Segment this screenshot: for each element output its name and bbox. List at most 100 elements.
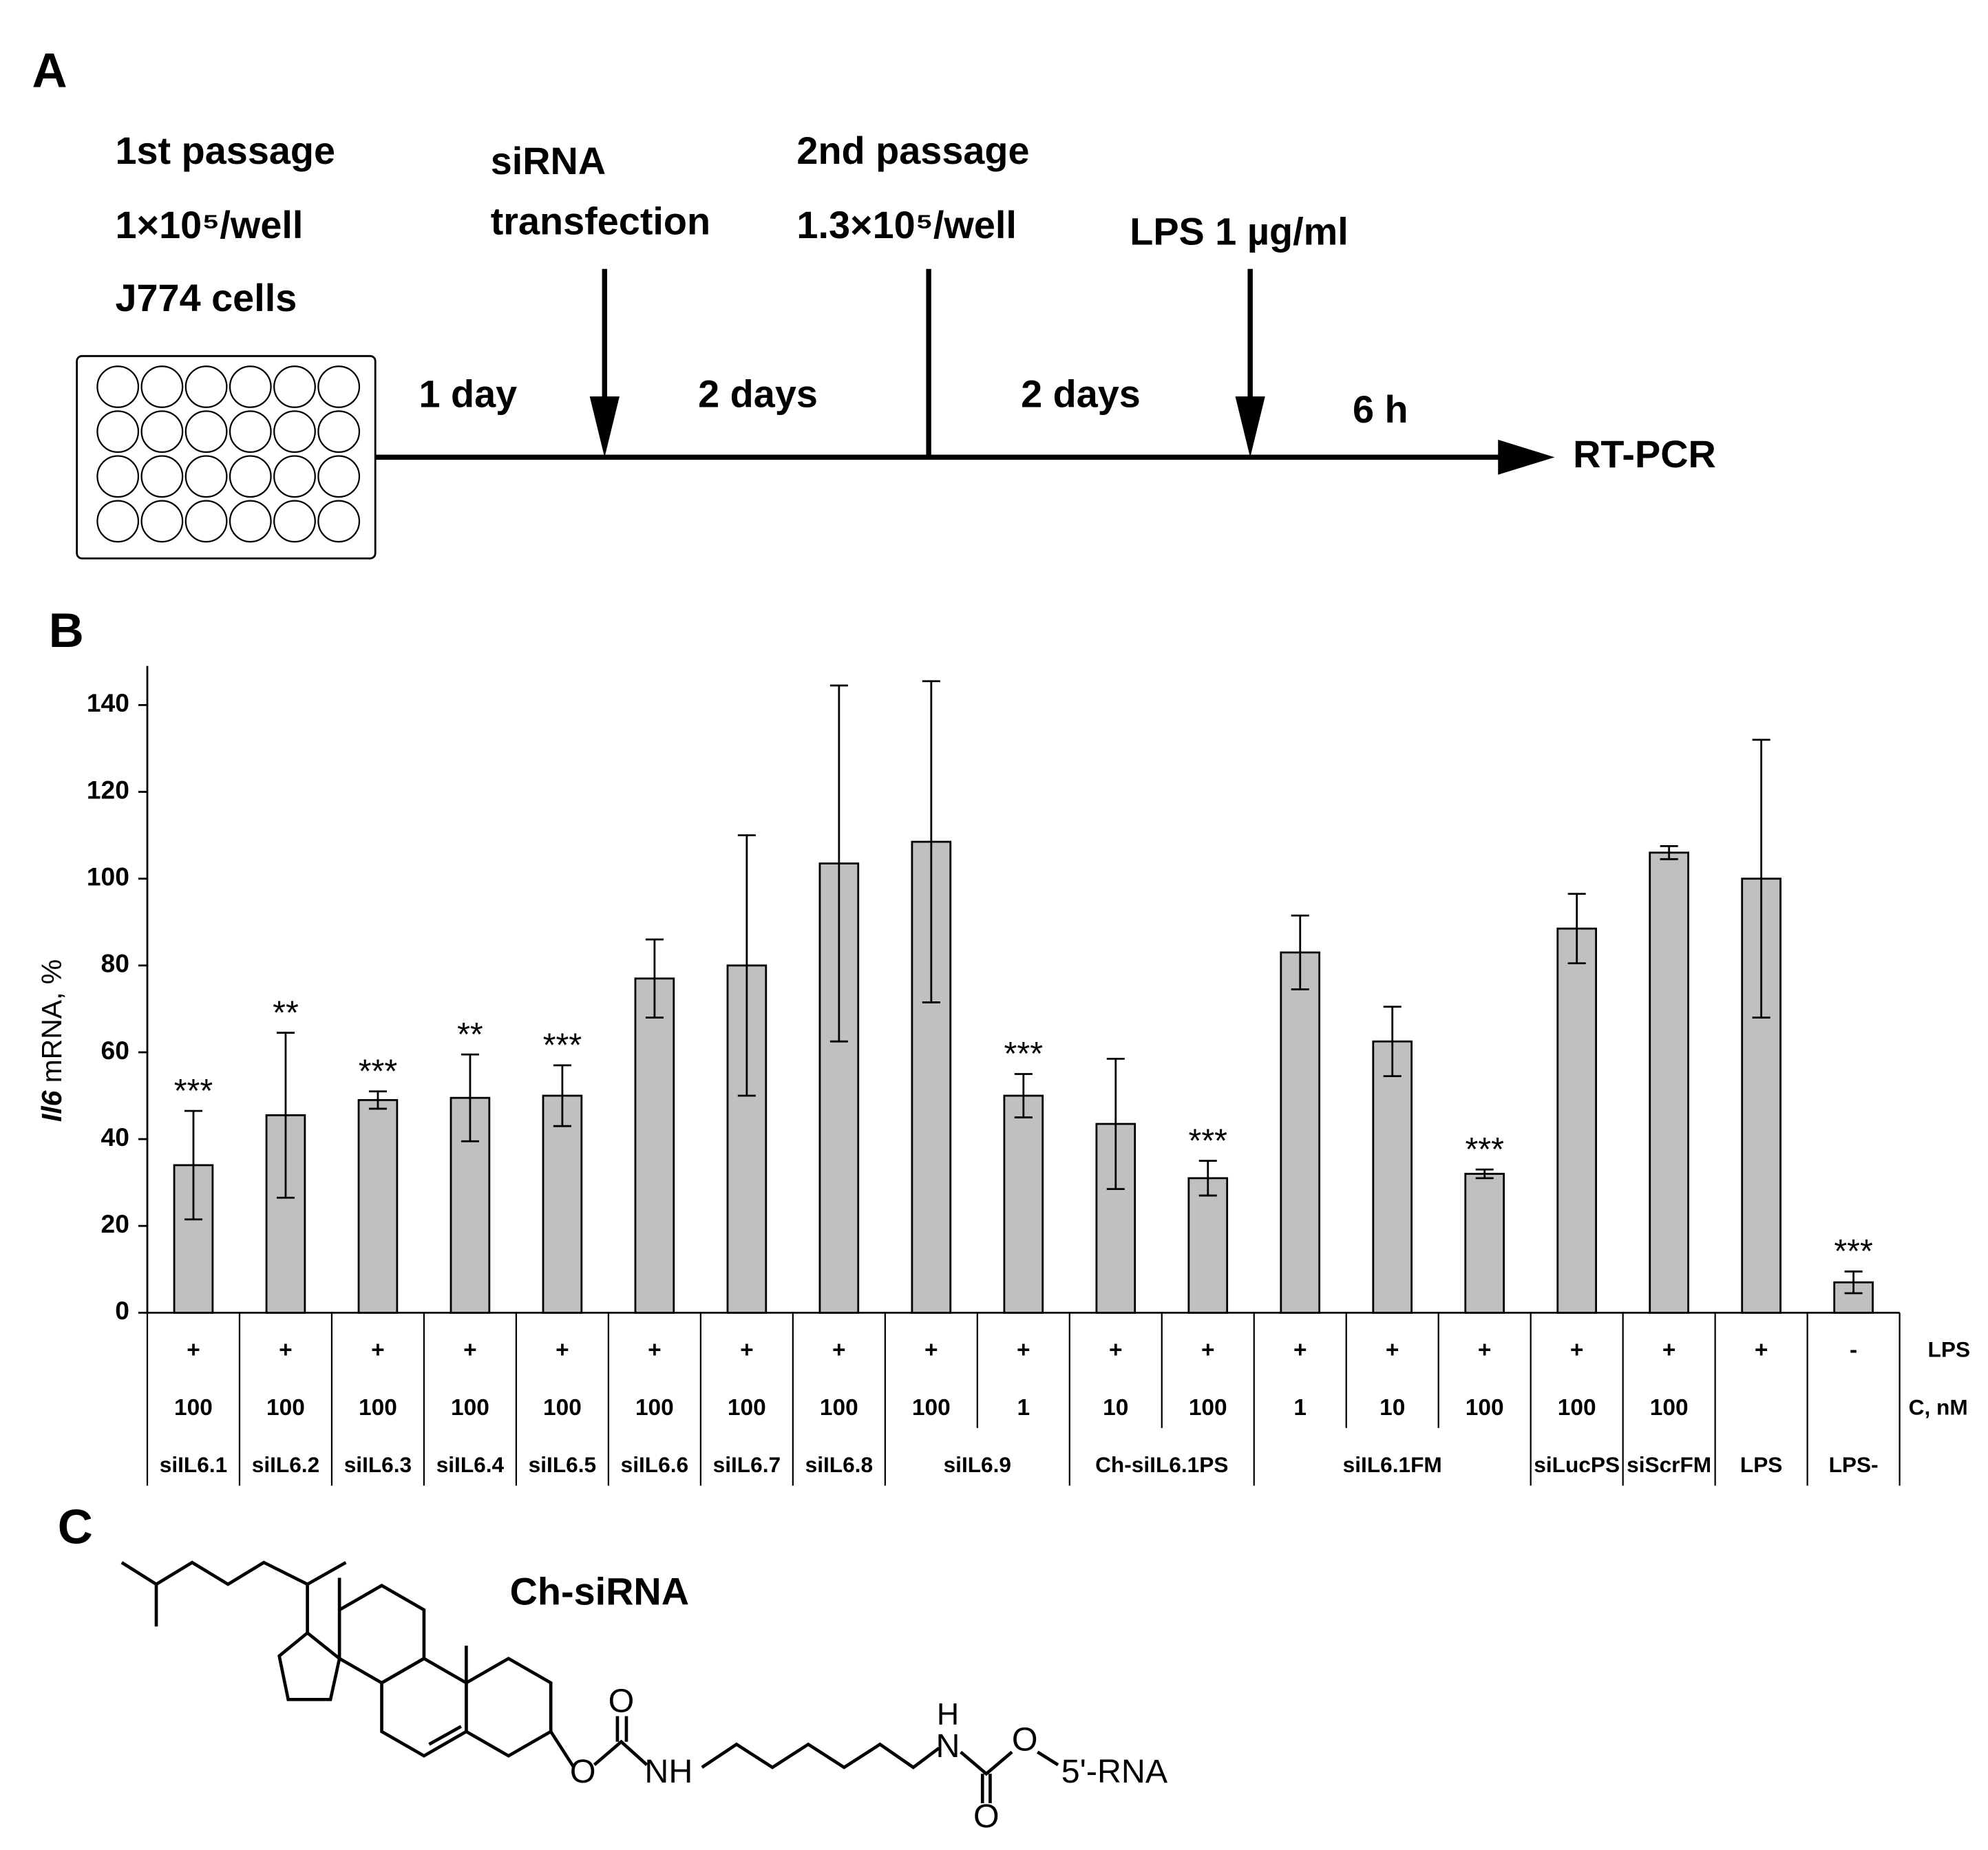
lps-cell: + — [1755, 1337, 1768, 1363]
y-axis-label-gene: Il6 — [36, 1090, 67, 1122]
atom-label: H — [937, 1697, 959, 1731]
well — [184, 500, 228, 543]
ring — [465, 1657, 553, 1758]
well — [140, 455, 184, 498]
conc-cell: 100 — [1189, 1395, 1227, 1421]
significance: *** — [1465, 1131, 1504, 1168]
conc-cell: 100 — [451, 1395, 489, 1421]
interval: 2 days — [698, 372, 818, 416]
y-tick-label: 140 — [87, 688, 129, 717]
well — [229, 365, 272, 408]
lps-cell: + — [832, 1337, 846, 1363]
well — [229, 410, 272, 454]
row-label: LPS — [1928, 1337, 1971, 1362]
significance: *** — [1189, 1122, 1228, 1159]
group-label: LPS- — [1829, 1452, 1879, 1477]
significance: *** — [359, 1052, 398, 1089]
bar — [265, 1114, 306, 1314]
panel-label: B — [49, 603, 84, 657]
lps-cell: + — [187, 1337, 200, 1363]
atom-label: O — [609, 1683, 635, 1720]
conc-cell: 100 — [1650, 1395, 1689, 1421]
scheme-text: 1.3×10⁵/well — [796, 203, 1016, 246]
well — [273, 455, 316, 498]
group-label: siIL6.1FM — [1343, 1452, 1442, 1477]
well — [317, 365, 361, 408]
significance: *** — [543, 1027, 582, 1064]
well — [273, 410, 316, 454]
bond — [549, 1730, 575, 1769]
conc-cell: 100 — [1466, 1395, 1504, 1421]
lps-cell: + — [1386, 1337, 1399, 1363]
bar — [357, 1098, 399, 1314]
lps-cell: + — [1017, 1337, 1030, 1363]
arrow-head — [1235, 396, 1265, 455]
well — [96, 455, 140, 498]
well — [184, 410, 228, 454]
lps-cell: + — [924, 1337, 938, 1363]
bar — [1280, 951, 1321, 1314]
conc-cell: 1 — [1293, 1395, 1307, 1421]
group-label: siIL6.8 — [805, 1452, 873, 1477]
group-label: LPS — [1740, 1452, 1783, 1477]
significance: ** — [457, 1016, 483, 1053]
significance: *** — [1004, 1035, 1044, 1072]
lps-cell: + — [648, 1337, 662, 1363]
ring — [380, 1657, 468, 1758]
well — [273, 365, 316, 408]
lps-cell: + — [1109, 1337, 1123, 1363]
bar — [1187, 1177, 1229, 1314]
conc-cell: 100 — [635, 1395, 674, 1421]
scheme-text: 2nd passage — [796, 129, 1029, 172]
molecule — [120, 1560, 1059, 1804]
lps-cell: + — [371, 1337, 385, 1363]
bar — [450, 1096, 491, 1314]
row-label: C, nM — [1909, 1394, 1968, 1419]
lps-cell: + — [1662, 1337, 1676, 1363]
arrow-head — [589, 396, 620, 455]
well — [140, 410, 184, 454]
lps-cell: + — [279, 1337, 293, 1363]
conc-cell: 10 — [1379, 1395, 1405, 1421]
group-label: siIL6.5 — [529, 1452, 596, 1477]
conc-cell: 100 — [728, 1395, 766, 1421]
well — [96, 410, 140, 454]
y-axis-label-unit: mRNA, % — [36, 959, 67, 1083]
scheme-text: 1st passage — [115, 129, 335, 172]
well — [229, 455, 272, 498]
atom-label: NH — [644, 1753, 692, 1790]
well — [317, 500, 361, 543]
wells — [96, 365, 361, 543]
ring — [277, 1630, 341, 1701]
y-axis-label: Il6 mRNA, % — [36, 959, 67, 1122]
y-tick-label: 100 — [87, 862, 129, 891]
lps-cell: + — [1570, 1337, 1584, 1363]
y-tick-label: 40 — [101, 1123, 129, 1151]
bond — [960, 1750, 1013, 1776]
bond — [593, 1739, 648, 1767]
y-tick-label: 0 — [115, 1296, 129, 1325]
lps-cell: + — [740, 1337, 754, 1363]
scheme-text: J774 cells — [115, 276, 297, 319]
bar — [1649, 851, 1689, 1314]
well — [96, 500, 140, 543]
group-label: Ch-siIL6.1PS — [1095, 1452, 1228, 1477]
conc-cell: 100 — [266, 1395, 305, 1421]
lps-cell: + — [463, 1337, 477, 1363]
group-label: siIL6.4 — [436, 1452, 505, 1477]
atom-label: 5'-RNA — [1061, 1753, 1168, 1790]
bar — [1464, 1173, 1505, 1314]
y-tick-label: 60 — [101, 1036, 129, 1065]
bar — [1003, 1094, 1044, 1314]
group-label: siIL6.7 — [713, 1452, 781, 1477]
y-tick-label: 120 — [87, 775, 129, 804]
bond — [701, 1742, 940, 1769]
group-label: siIL6.6 — [621, 1452, 688, 1477]
well — [229, 500, 272, 543]
group-label: siIL6.3 — [344, 1452, 412, 1477]
y-tick-label: 80 — [101, 949, 129, 978]
bar — [634, 977, 675, 1314]
bar — [542, 1094, 583, 1314]
